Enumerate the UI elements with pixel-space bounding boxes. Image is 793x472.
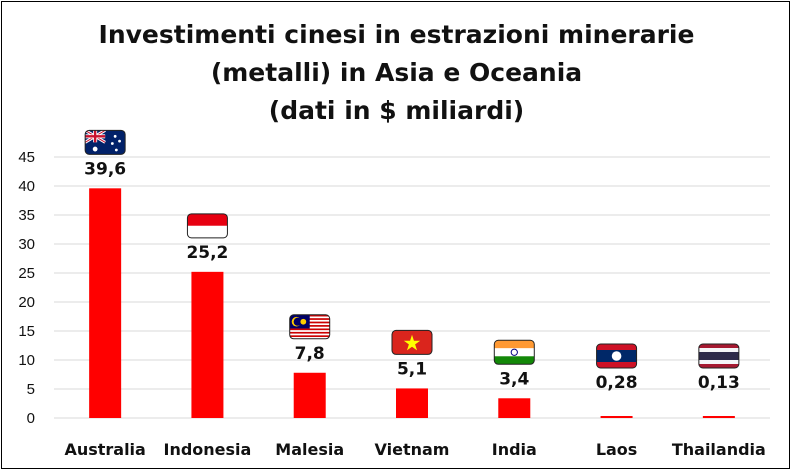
data-label: 0,28	[596, 373, 638, 393]
chart-title-line-2: (metalli) in Asia e Oceania	[210, 58, 583, 87]
data-label: 3,4	[499, 369, 529, 389]
bar	[600, 416, 633, 418]
y-tick-label: 35	[18, 207, 35, 224]
bar	[702, 416, 735, 418]
category-label: Australia	[64, 440, 145, 459]
thailand-flag	[698, 343, 740, 369]
australia-flag	[84, 129, 126, 155]
y-tick-label: 30	[18, 236, 35, 253]
category-label: India	[492, 440, 537, 459]
vietnam-flag	[391, 329, 433, 355]
y-tick-label: 25	[18, 265, 35, 282]
data-label: 0,13	[698, 373, 740, 393]
data-label: 39,6	[84, 159, 126, 179]
indonesia-flag	[186, 213, 228, 239]
category-label: Vietnam	[375, 440, 450, 459]
malaysia-flag	[289, 314, 331, 340]
category-label: Indonesia	[164, 440, 252, 459]
y-tick-label: 0	[27, 410, 35, 427]
y-tick-label: 45	[18, 149, 35, 166]
y-tick-label: 15	[18, 323, 35, 340]
bar	[89, 188, 122, 418]
y-tick-label: 20	[18, 294, 35, 311]
laos-flag	[596, 343, 638, 369]
y-tick-label: 40	[18, 178, 35, 195]
chart-title-line-3: (dati in $ miliardi)	[268, 96, 525, 125]
india-flag	[493, 339, 535, 365]
y-tick-label: 10	[18, 352, 35, 369]
bar	[191, 271, 224, 418]
category-label: Malesia	[275, 440, 344, 459]
bar	[498, 398, 531, 418]
category-label: Thailandia	[672, 440, 766, 459]
data-label: 25,2	[186, 243, 228, 263]
category-label: Laos	[596, 440, 638, 459]
chart-title-line-1: Investimenti cinesi in estrazioni minera…	[98, 20, 695, 49]
y-tick-label: 5	[27, 381, 35, 398]
bar	[396, 388, 428, 418]
data-label: 7,8	[295, 344, 325, 364]
data-label: 5,1	[397, 359, 427, 379]
bar	[293, 372, 326, 418]
